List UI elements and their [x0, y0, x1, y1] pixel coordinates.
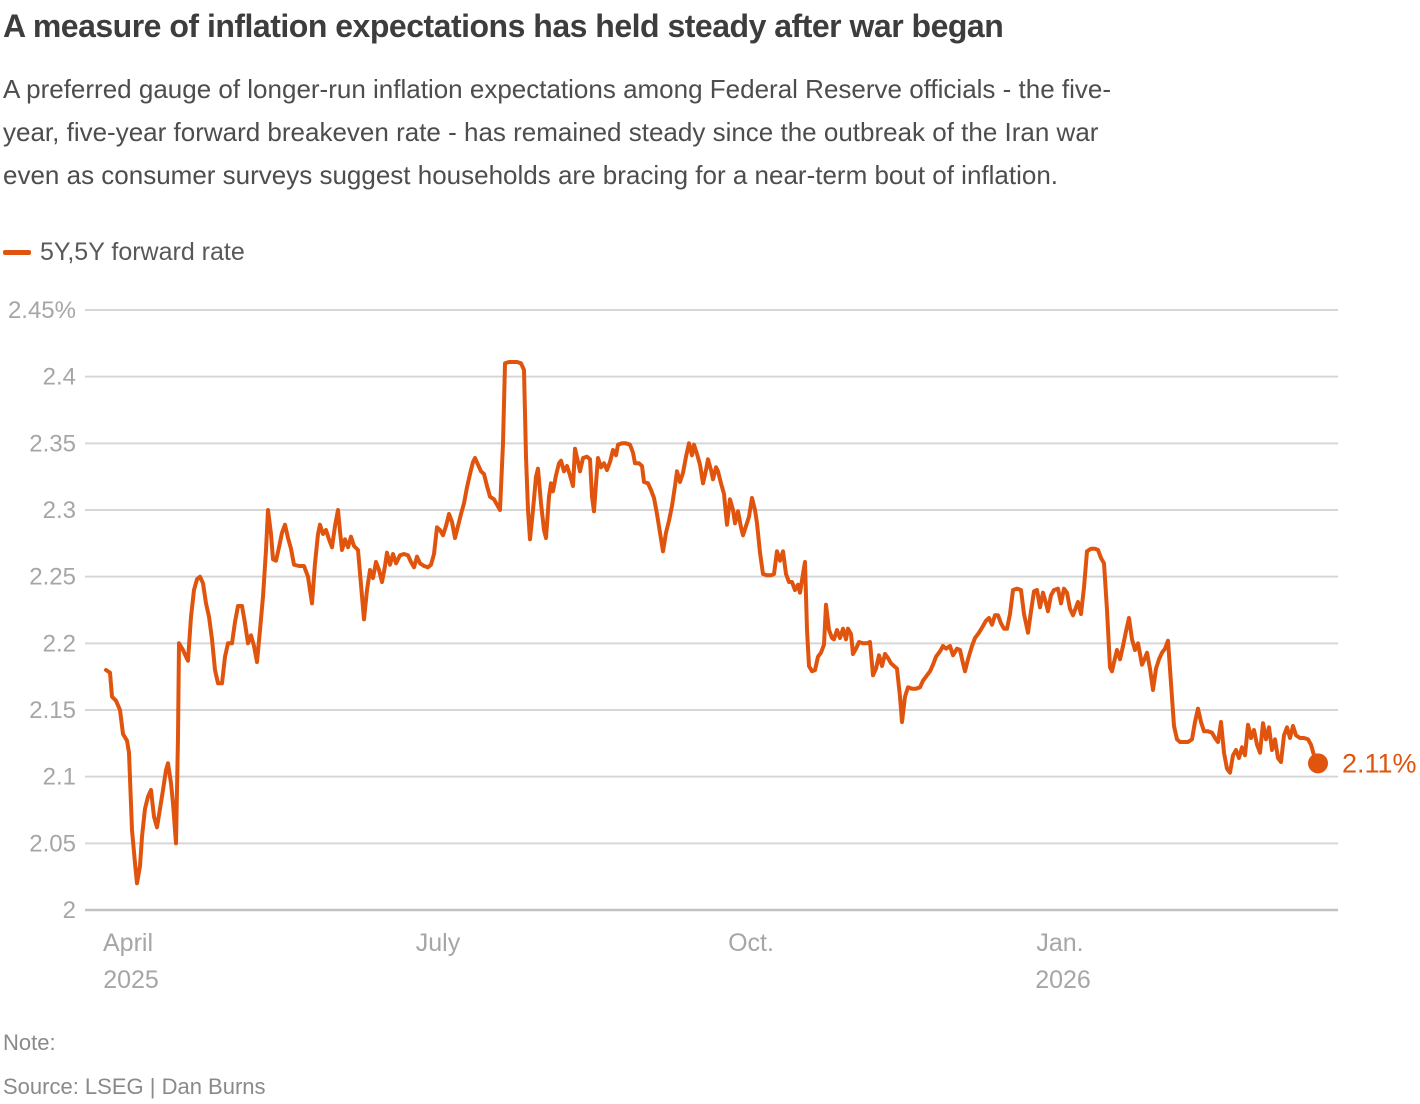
series-end-dot	[1308, 753, 1328, 774]
subtitle-line-1: A preferred gauge of longer-run inflatio…	[3, 74, 1112, 104]
y-axis-tick-label: 2.45%	[8, 297, 76, 324]
y-axis-tick-label: 2.4	[43, 364, 76, 391]
series-end-value-label: 2.11%	[1342, 748, 1417, 778]
legend: 5Y,5Y forward rate	[3, 238, 245, 266]
x-axis-tick-label: Oct.	[728, 929, 774, 957]
line-chart-canvas: 2.45% 2.4 2.35 2.3 2.25 2.2 2.15 2.1 2.05 2 April 2…	[8, 297, 1417, 994]
y-axis-tick-label: 2.05	[29, 830, 76, 857]
x-axis-year-label: 2025	[103, 966, 159, 994]
x-axis-tick-label: April	[103, 929, 153, 957]
x-axis-year-label: 2026	[1035, 966, 1091, 994]
subtitle-line-3: even as consumer surveys suggest househo…	[3, 160, 1059, 190]
y-axis-tick-label: 2.1	[43, 764, 76, 791]
page-title: A measure of inflation expectations has …	[3, 8, 1004, 44]
x-axis-tick-label: July	[416, 929, 461, 957]
legend-line-swatch	[3, 249, 31, 255]
y-axis-tick-label: 2.15	[29, 697, 76, 724]
y-axis-tick-label: 2.2	[43, 630, 76, 657]
legend-label: 5Y,5Y forward rate	[40, 237, 245, 266]
y-axis-tick-label: 2.3	[43, 497, 76, 524]
note-label: Note:	[3, 1030, 56, 1055]
series-line	[104, 360, 1320, 886]
y-axis-tick-label: 2.25	[29, 564, 76, 591]
y-axis-tick-label: 2	[63, 897, 76, 924]
chart-subtitle: A preferred gauge of longer-run inflatio…	[3, 68, 1419, 197]
subtitle-line-2: year, five-year forward breakeven rate -…	[3, 117, 1099, 147]
source-credit: Source: LSEG | Dan Burns	[3, 1074, 266, 1099]
y-axis-tick-label: 2.35	[29, 430, 76, 457]
x-axis-tick-label: Jan.	[1036, 929, 1083, 957]
